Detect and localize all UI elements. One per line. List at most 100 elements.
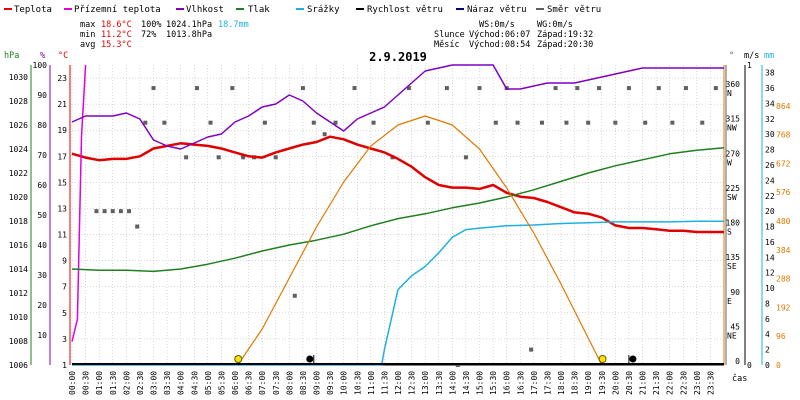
wind-direction-point [162, 120, 167, 125]
stats-max-temp: 18.6°C [101, 20, 132, 30]
sun-rise: Východ:06:07 [469, 30, 530, 40]
sun-label: Slunce [434, 30, 465, 40]
y-tick-mm: 30 [765, 130, 775, 139]
y-tick-hpa: 1026 [9, 121, 28, 130]
x-tick-label: 07:00 [258, 371, 267, 395]
chart-title: 2.9.2019 [369, 50, 427, 64]
y-tick-sun: 96 [776, 332, 786, 341]
stats-min-label: min [80, 30, 95, 40]
legend-label-srazky: Srážky [307, 5, 340, 15]
y-tick-mm: 12 [765, 269, 775, 278]
x-tick-label: 21:00 [639, 371, 648, 395]
y-tick-deg: 315 [726, 115, 741, 124]
x-tick-label: 06:30 [245, 371, 254, 395]
y-tick-mm: 34 [765, 99, 775, 108]
moonset-marker [629, 355, 637, 363]
y-tick-mm: 16 [765, 238, 775, 247]
wind-direction-point [700, 120, 705, 125]
y-tick-deg: 180 [726, 219, 741, 228]
wind-direction-point [208, 120, 213, 125]
x-tick-label: 04:30 [190, 371, 199, 395]
x-tick-label: 19:30 [598, 371, 607, 395]
y-tick-mm: 26 [765, 161, 775, 170]
x-tick-label: 08:00 [285, 371, 294, 395]
x-tick-label: 03:30 [163, 371, 172, 395]
y-tick-pct: 10 [37, 331, 47, 340]
y-tick-mm: 24 [765, 176, 775, 185]
y-tick-sun: 384 [776, 246, 791, 255]
x-tick-label: 19:00 [584, 371, 593, 395]
y-tick-sun: 768 [776, 131, 791, 140]
x-tick-label: 16:30 [516, 371, 525, 395]
stats-max-label: max [80, 20, 95, 30]
x-tick-label: 11:00 [367, 371, 376, 395]
y-tick-mm: 0 [765, 361, 770, 370]
x-tick-label: 14:30 [462, 371, 471, 395]
y-tick-pct: 20 [37, 301, 47, 310]
y-tick-mm: 28 [765, 146, 775, 155]
wind-direction-point [94, 209, 99, 214]
y-tick-hpa: 1010 [9, 313, 28, 322]
wind-direction-point [135, 224, 140, 229]
wind-direction-point [230, 86, 235, 91]
legend: Teplota Přízemní teplota Vlhkost Tlak Sr… [4, 5, 601, 15]
wind-direction-point [241, 155, 246, 160]
y-tick-hpa: 1018 [9, 217, 28, 226]
x-tick-label: 23:00 [693, 371, 702, 395]
y-tick-mm: 10 [765, 284, 775, 293]
moon-label: Měsíc [434, 40, 460, 50]
x-tick-label: 04:00 [177, 371, 186, 395]
x-tick-label: 02:30 [136, 371, 145, 395]
x-tick-label: 05:00 [204, 371, 213, 395]
x-tick-label: 22:00 [666, 371, 675, 395]
y-tick-compass: SW [727, 193, 737, 202]
y-tick-degc: 21 [57, 100, 67, 109]
legend-label-prizemni-teplota: Přízemní teplota [74, 5, 161, 15]
y-tick-hpa: 1006 [9, 361, 28, 370]
wind-direction-point [597, 86, 602, 91]
y-tick-degc: 9 [62, 257, 67, 266]
y-tick-hpa: 1014 [9, 265, 28, 274]
wind-direction-point [515, 120, 520, 125]
stats-min-hum: 72% [141, 30, 156, 40]
y-tick-pct: 50 [37, 211, 47, 220]
series-line [71, 147, 725, 273]
y-tick-sun: 288 [776, 275, 791, 284]
y-tick-degc: 1 [62, 361, 67, 370]
wind-direction-point [262, 120, 267, 125]
sunrise-marker [234, 355, 243, 363]
x-tick-label: 00:00 [68, 371, 77, 395]
wind-direction-point [564, 120, 569, 125]
wind-gust-info: WG:0m/s [537, 20, 573, 30]
stats-avg-label: avg [80, 40, 95, 50]
y-tick-hpa: 1008 [9, 337, 28, 346]
x-tick-label: 06:00 [231, 371, 240, 395]
y-tick-pct: 60 [37, 181, 47, 190]
x-tick-label: 15:30 [489, 371, 498, 395]
wind-direction-point [444, 86, 449, 91]
unit-degc: °C [58, 51, 68, 61]
moon-set: Západ:20:30 [537, 40, 593, 50]
wind-direction-point [110, 209, 115, 214]
y-tick-degc: 11 [57, 231, 67, 240]
wind-direction-point [529, 347, 534, 352]
unit-ms: m/s [744, 51, 759, 61]
x-tick-label: 00:30 [82, 371, 91, 395]
x-tick-label: 16:00 [503, 371, 512, 395]
x-tick-label: 17:30 [543, 371, 552, 395]
y-tick-degc: 19 [57, 126, 67, 135]
stats-block: max 18.6°C 100% 1024.1hPa 18.7mm min 11.… [80, 20, 249, 50]
y-tick-deg: 90 [730, 288, 740, 297]
wind-direction-point [311, 120, 316, 125]
stats-max-rain: 18.7mm [218, 20, 249, 30]
series-line [237, 115, 603, 366]
wind-direction-point [670, 120, 675, 125]
moon-rise: Východ:08:54 [469, 40, 530, 50]
x-tick-label: 18:00 [557, 371, 566, 395]
wind-direction-point [322, 132, 327, 137]
stats-avg-temp: 15.3°C [101, 40, 132, 50]
unit-deg: ° [729, 51, 734, 61]
y-tick-compass: E [727, 297, 732, 306]
